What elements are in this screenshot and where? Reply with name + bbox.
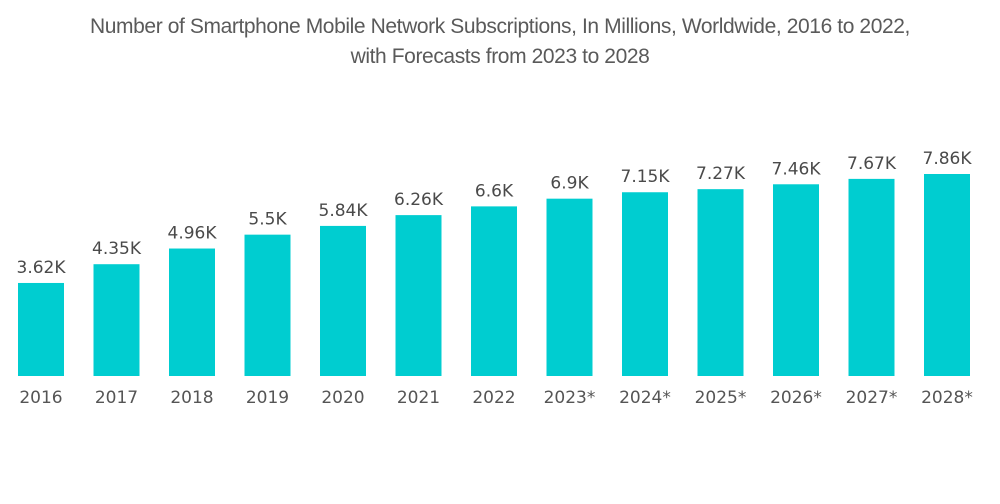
value-label: 3.62K <box>17 258 67 278</box>
bar-2026-forecast <box>773 184 819 376</box>
value-label: 7.67K <box>847 154 897 174</box>
value-label: 7.15K <box>621 167 671 187</box>
value-label: 6.9K <box>550 174 589 194</box>
x-tick-label: 2024* <box>619 388 671 408</box>
value-label: 5.84K <box>319 201 369 221</box>
bar-2028-forecast <box>924 174 970 376</box>
x-tick-label: 2021 <box>397 388 440 408</box>
value-label: 4.96K <box>168 224 218 244</box>
x-tick-label: 2020 <box>321 388 364 408</box>
x-tick-label: 2027* <box>846 388 898 408</box>
bar-2018 <box>169 248 215 376</box>
bar-2017 <box>93 264 140 376</box>
x-tick-label: 2019 <box>246 388 289 408</box>
value-label: 5.5K <box>248 210 287 230</box>
value-label: 7.86K <box>923 149 973 169</box>
x-tick-label: 2017 <box>95 388 138 408</box>
value-label: 6.6K <box>475 181 514 201</box>
bar-2023-forecast <box>546 198 593 376</box>
chart-title-line-2: with Forecasts from 2023 to 2028 <box>350 45 650 68</box>
x-tick-label: 2018 <box>170 388 213 408</box>
chart-title-line-1: Number of Smartphone Mobile Network Subs… <box>90 15 910 38</box>
value-label: 7.46K <box>772 159 822 179</box>
x-tick-label: 2028* <box>921 388 973 408</box>
bar-2020 <box>320 225 366 376</box>
value-label: 7.27K <box>696 164 746 184</box>
bar-2021 <box>395 215 442 376</box>
x-tick-label: 2026* <box>770 388 822 408</box>
bar-2025-forecast <box>697 189 744 376</box>
x-tick-label: 2025* <box>695 388 747 408</box>
bar-2024-forecast <box>622 192 668 376</box>
chart-title: Number of Smartphone Mobile Network Subs… <box>0 12 1000 72</box>
x-tick-label: 2022 <box>472 388 515 408</box>
x-tick-label: 2023* <box>544 388 596 408</box>
bar-2027-forecast <box>848 178 895 376</box>
bar-2022 <box>471 206 517 376</box>
x-tick-label: 2016 <box>19 388 62 408</box>
bar-2019 <box>244 234 291 376</box>
bar-2016 <box>18 282 64 376</box>
value-label: 6.26K <box>394 190 444 210</box>
value-label: 4.35K <box>92 239 142 259</box>
